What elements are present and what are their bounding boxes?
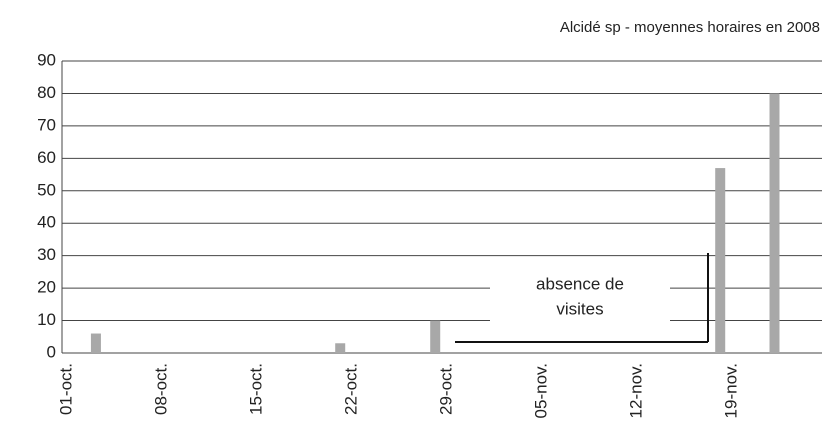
bar	[769, 93, 780, 353]
bar	[90, 333, 101, 353]
annotation: visites	[556, 299, 603, 318]
bar	[715, 168, 726, 353]
x-tick-label: 29-oct.	[436, 363, 455, 415]
chart-title: Alcidé sp - moyennes horaires en 2008	[560, 19, 820, 36]
y-tick-label: 70	[37, 115, 56, 134]
y-tick-label: 40	[37, 213, 56, 232]
x-tick-label: 12-nov.	[626, 363, 645, 418]
y-tick-label: 80	[37, 83, 56, 102]
y-tick-label: 0	[47, 342, 56, 361]
y-tick-label: 10	[37, 310, 56, 329]
bar	[430, 320, 441, 353]
bar	[335, 343, 346, 353]
y-tick-label: 50	[37, 180, 56, 199]
annotation-background	[490, 266, 670, 326]
x-tick-label: 22-oct.	[341, 363, 360, 415]
annotation: absence de	[536, 274, 624, 293]
x-tick-label: 15-oct.	[246, 363, 265, 415]
y-tick-label: 90	[37, 50, 56, 69]
x-tick-label: 08-oct.	[151, 363, 170, 415]
y-tick-label: 20	[37, 278, 56, 297]
x-tick-label: 19-nov.	[721, 363, 740, 418]
y-tick-label: 30	[37, 245, 56, 264]
x-tick-label: 05-nov.	[531, 363, 550, 418]
y-tick-label: 60	[37, 148, 56, 167]
x-tick-label: 01-oct.	[56, 363, 75, 415]
